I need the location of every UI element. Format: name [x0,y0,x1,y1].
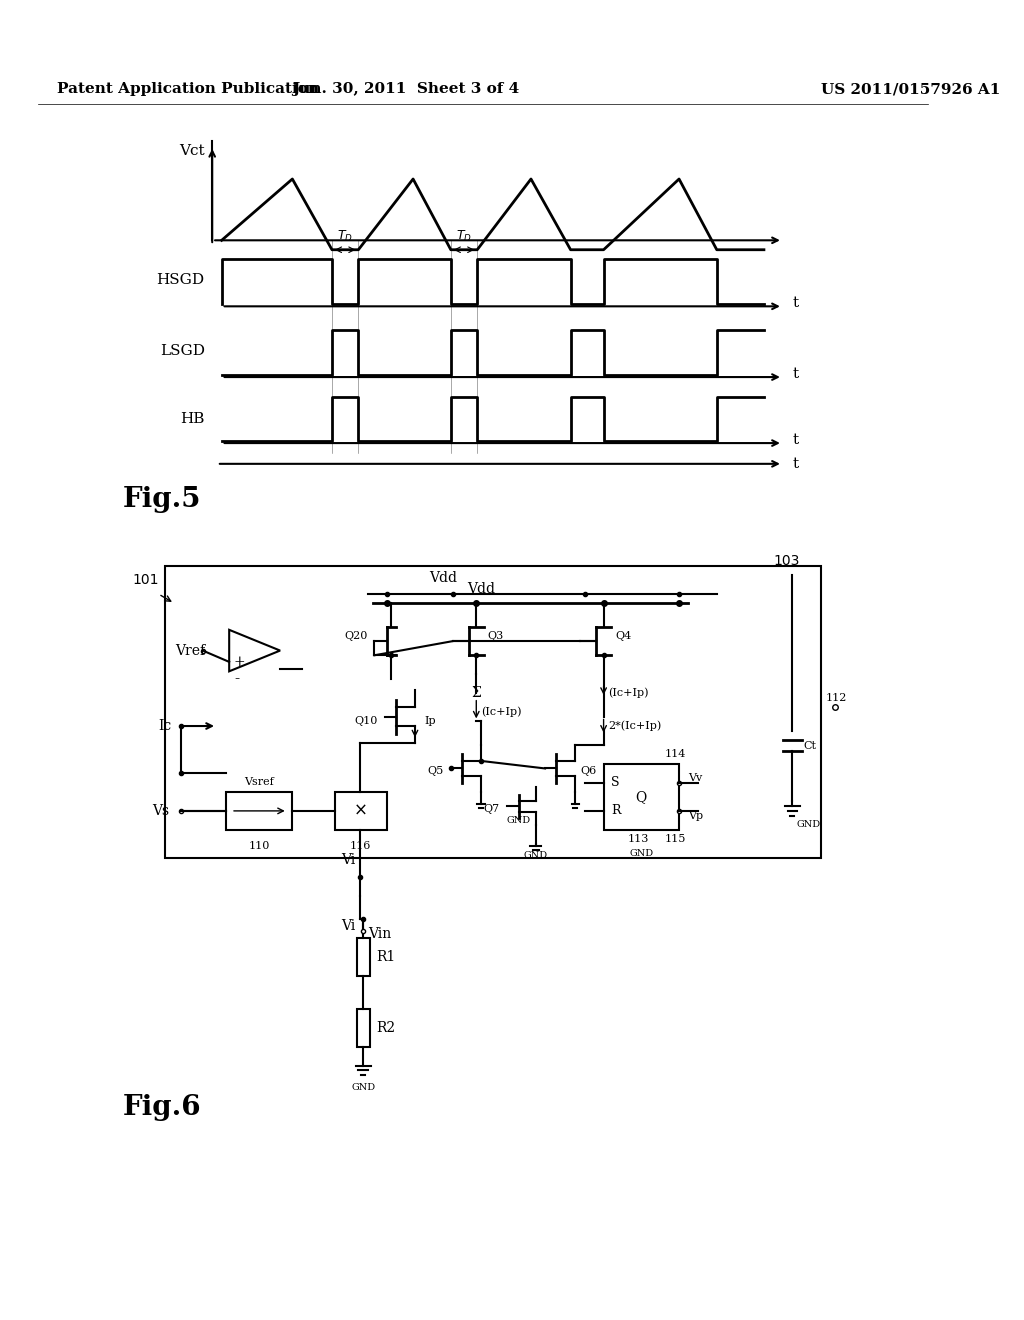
Text: 116: 116 [349,841,371,851]
Text: Ip: Ip [424,717,436,726]
Bar [226,792,293,830]
Text: HSGD: HSGD [157,273,205,286]
Text: 112: 112 [825,693,847,702]
Text: Vct: Vct [179,144,205,157]
Text: Vs: Vs [153,804,170,818]
Text: Σ: Σ [471,686,481,700]
Text: Q10: Q10 [354,717,377,726]
Text: Vdd: Vdd [467,582,495,595]
Text: 110: 110 [249,841,270,851]
Bar [603,764,679,830]
Text: GND: GND [523,851,548,861]
Text: $T_D$: $T_D$ [337,228,353,244]
Text: Q4: Q4 [615,631,631,642]
Text: Vin: Vin [368,927,391,941]
Text: Fig.5: Fig.5 [123,486,201,513]
Text: Vi: Vi [341,854,355,867]
Text: Vp: Vp [688,810,703,821]
Text: 103: 103 [773,554,800,568]
Text: t: t [793,457,799,471]
Text: Q: Q [636,789,647,804]
Bar [335,792,387,830]
Text: Q7: Q7 [483,804,500,814]
Bar [356,1008,370,1047]
Text: GND: GND [630,849,653,858]
Text: HB: HB [180,412,205,425]
Text: t: t [793,433,799,447]
Text: 114: 114 [665,750,686,759]
Text: t: t [793,367,799,381]
Text: Vv: Vv [688,774,702,783]
Text: US 2011/0157926 A1: US 2011/0157926 A1 [820,82,999,96]
Text: Patent Application Publication: Patent Application Publication [56,82,318,96]
Text: 2*(Ic+Ip): 2*(Ic+Ip) [608,721,662,731]
Text: Vdd: Vdd [429,570,458,585]
Text: Q6: Q6 [580,767,596,776]
Text: Q5: Q5 [427,767,443,776]
Text: GND: GND [797,820,821,829]
Text: R1: R1 [376,950,395,964]
Bar [356,939,370,975]
Text: t: t [793,297,799,310]
Text: +: + [233,655,246,669]
Text: S: S [611,776,620,789]
Text: Ct: Ct [804,741,816,751]
Text: 101: 101 [132,573,159,587]
Text: GND: GND [351,1082,375,1092]
Text: Ic: Ic [159,719,172,733]
Text: LSGD: LSGD [160,343,205,358]
Text: (Ic+Ip): (Ic+Ip) [481,706,521,717]
Text: -: - [233,672,239,686]
Text: 113: 113 [627,834,648,845]
Text: Q3: Q3 [487,631,504,642]
Text: R: R [611,804,621,817]
Text: GND: GND [507,816,530,825]
Text: Vi: Vi [341,919,355,933]
Text: $T_D$: $T_D$ [456,228,472,244]
Text: ×: × [353,803,368,820]
Text: Vref: Vref [175,644,206,657]
Text: Q20: Q20 [344,631,368,642]
Text: R2: R2 [376,1020,395,1035]
Text: Fig.6: Fig.6 [123,1094,202,1122]
Text: 115: 115 [665,834,686,845]
Text: Jun. 30, 2011  Sheet 3 of 4: Jun. 30, 2011 Sheet 3 of 4 [292,82,519,96]
Text: Vsref: Vsref [245,777,274,787]
Text: (Ic+Ip): (Ic+Ip) [608,688,649,698]
Bar [165,566,820,858]
